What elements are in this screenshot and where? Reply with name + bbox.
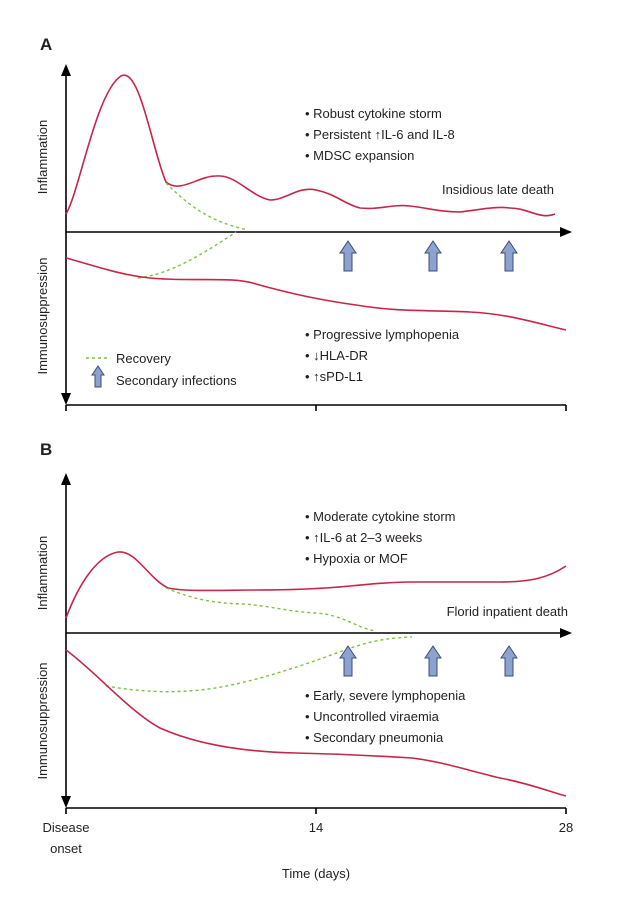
panel-a-immunosuppression-curve xyxy=(65,257,567,331)
panel-b-note-5: • Uncontrolled viraemia xyxy=(305,709,440,724)
tick-label-0-line2: onset xyxy=(50,841,82,856)
legend-secondary-label: Secondary infections xyxy=(116,373,237,388)
panel-a-y-arrow-up xyxy=(61,64,71,76)
panel-b-infection-arrow-1 xyxy=(339,645,357,677)
legend-secondary-arrow-icon xyxy=(91,365,105,388)
panel-a-immunosuppression-label: Immunosuppression xyxy=(35,257,50,374)
panel-a-inflammation-label: Inflammation xyxy=(35,120,50,194)
panel-b-recovery-curve-top xyxy=(165,587,377,632)
panel-b-infection-arrow-2 xyxy=(424,645,442,677)
panel-a-x-arrow xyxy=(560,227,572,237)
panel-a-infection-arrow-1 xyxy=(339,240,357,272)
panel-b-immunosuppression-label: Immunosuppression xyxy=(35,662,50,779)
panel-a-y-arrow-down xyxy=(61,393,71,405)
legend-recovery-label: Recovery xyxy=(116,351,171,366)
panel-a-inflammation-curve xyxy=(65,74,556,217)
panel-a-recovery-curve-bottom xyxy=(137,231,237,279)
tick-label-14: 14 xyxy=(309,820,323,835)
panel-a-infection-arrow-2 xyxy=(424,240,442,272)
panel-b-note-4: • Early, severe lymphopenia xyxy=(305,688,466,703)
panel-b-note-6: • Secondary pneumonia xyxy=(305,730,444,745)
panel-b-y-arrow-down xyxy=(61,796,71,808)
panel-b-y-arrow-up xyxy=(61,473,71,485)
panel-a-note-2: • Persistent ↑IL-6 and IL-8 xyxy=(305,127,455,142)
panel-a-note-5: • ↓HLA-DR xyxy=(305,348,368,363)
panel-b-inflammation-curve xyxy=(65,551,567,619)
panel-a: A Inflammation Immunosuppression • Robus… xyxy=(35,35,572,411)
panel-a-note-3: • MDSC expansion xyxy=(305,148,414,163)
panel-a-infection-arrow-3 xyxy=(500,240,518,272)
panel-a-letter: A xyxy=(40,35,52,54)
tick-label-28: 28 xyxy=(559,820,573,835)
panel-b-outcome: Florid inpatient death xyxy=(447,604,568,619)
tick-label-0-line1: Disease xyxy=(43,820,90,835)
panel-a-note-6: • ↑sPD-L1 xyxy=(305,369,363,384)
x-axis-title: Time (days) xyxy=(282,866,350,881)
panel-a-note-4: • Progressive lymphopenia xyxy=(305,327,460,342)
panel-a-outcome: Insidious late death xyxy=(442,182,554,197)
panel-a-recovery-curve-top xyxy=(165,182,249,231)
panel-b-note-2: • ↑IL-6 at 2–3 weeks xyxy=(305,530,423,545)
panel-a-note-1: • Robust cytokine storm xyxy=(305,106,442,121)
panel-b-recovery-curve-bottom xyxy=(105,636,413,693)
panel-b-note-1: • Moderate cytokine storm xyxy=(305,509,456,524)
panel-b-inflammation-label: Inflammation xyxy=(35,536,50,610)
panel-b: B Inflammation Immunosuppression • Moder… xyxy=(35,440,572,814)
panel-b-note-3: • Hypoxia or MOF xyxy=(305,551,408,566)
panel-b-infection-arrow-3 xyxy=(500,645,518,677)
panel-b-letter: B xyxy=(40,440,52,459)
panel-b-immunosuppression-curve xyxy=(65,649,567,797)
panel-b-x-arrow xyxy=(560,628,572,638)
